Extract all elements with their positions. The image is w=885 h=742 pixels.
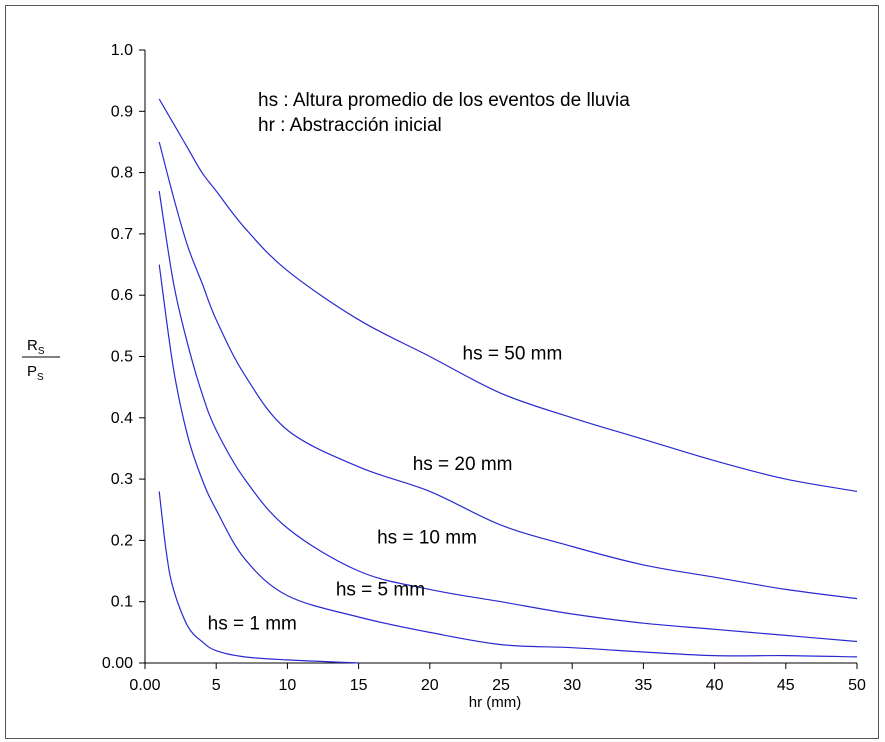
x-tick-label: 30 — [563, 677, 581, 694]
x-tick-label: 20 — [421, 677, 439, 694]
x-axis-label: hr (mm) — [469, 694, 522, 711]
x-tick-label: 45 — [777, 677, 795, 694]
y-tick-label: 0.3 — [111, 471, 133, 488]
series-label: hs = 50 mm — [463, 344, 563, 365]
x-tick-label: 40 — [706, 677, 724, 694]
y-tick-label: 0.00 — [102, 655, 133, 672]
y-tick-label: 0.6 — [111, 287, 133, 304]
y-tick-label: 0.2 — [111, 532, 133, 549]
series-label: hs = 5 mm — [336, 580, 425, 601]
legend-line-hs: hs : Altura promedio de los eventos de l… — [258, 90, 630, 111]
series-line — [158, 491, 359, 664]
series-line — [158, 98, 858, 492]
y-axis-denominator: PS — [27, 363, 44, 383]
y-tick-label: 0.9 — [111, 103, 133, 120]
y-tick-label: 0.4 — [111, 410, 133, 427]
x-tick-label: 5 — [212, 677, 221, 694]
x-tick-label: 25 — [492, 677, 510, 694]
y-tick-label: 0.7 — [111, 226, 133, 243]
curves — [158, 98, 858, 664]
series-label: hs = 20 mm — [413, 454, 513, 475]
y-tick-label: 1.0 — [111, 42, 133, 59]
series-label: hs = 1 mm — [208, 613, 297, 634]
legend-line-hr: hr : Abstracción inicial — [258, 115, 442, 136]
chart-frame — [5, 5, 879, 739]
series-line — [158, 190, 858, 643]
series-line — [158, 264, 858, 658]
y-axis-label: RS PS — [22, 337, 60, 383]
x-tick-label: 10 — [279, 677, 297, 694]
ticks: 0.00 0.1 0.2 0.3 0.4 0.5 0.6 0.7 0.8 0.9 1.0 0.00 5 1… — [102, 42, 866, 694]
x-tick-label: 15 — [350, 677, 368, 694]
x-tick-label: 35 — [635, 677, 653, 694]
series-label: hs = 10 mm — [377, 527, 477, 548]
x-tick-label: 0.00 — [129, 677, 160, 694]
y-tick-label: 0.1 — [111, 594, 133, 611]
y-tick-label: 0.8 — [111, 165, 133, 182]
labels: hs = 50 mm hs = 20 mm hs = 10 mm hs = 5 mm h… — [208, 344, 563, 635]
x-tick-label: 50 — [848, 677, 866, 694]
y-axis-numerator: RS — [27, 337, 45, 357]
y-tick-label: 0.5 — [111, 349, 133, 366]
series-line — [158, 141, 858, 600]
